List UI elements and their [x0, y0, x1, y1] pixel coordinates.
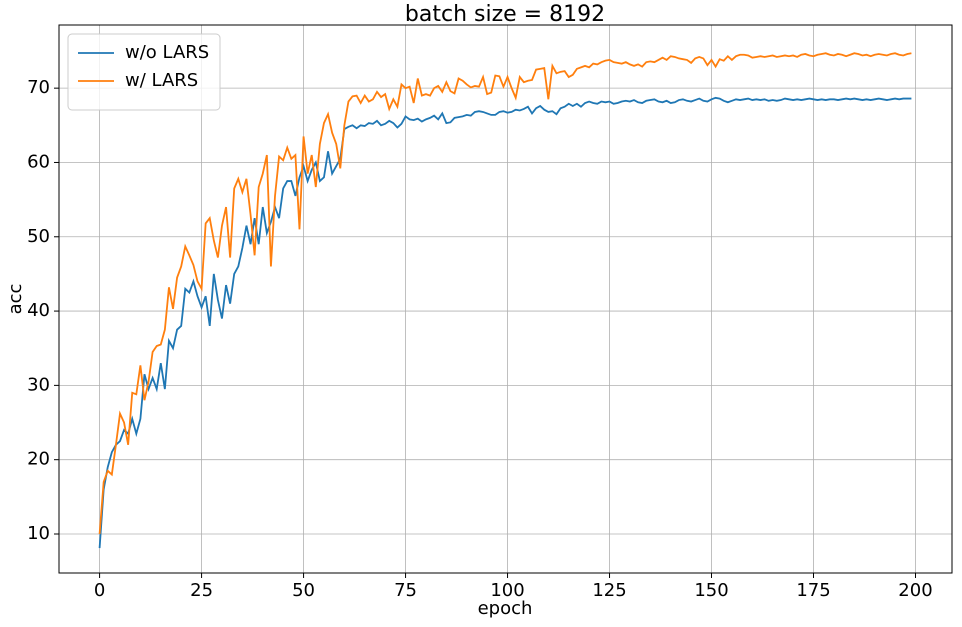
y-tick-label: 50: [27, 226, 50, 247]
y-tick-label: 40: [27, 300, 50, 321]
y-axis-label: acc: [5, 284, 26, 315]
y-tick-label: 70: [27, 77, 50, 98]
x-tick-label: 200: [898, 580, 932, 601]
plot-frame: [58, 24, 953, 574]
x-tick-label: 125: [592, 580, 626, 601]
x-tick-label: 75: [394, 580, 417, 601]
x-tick-label: 175: [796, 580, 830, 601]
series-line: [98, 96, 912, 549]
chart-title: batch size = 8192: [405, 2, 605, 27]
y-tick-label: 20: [27, 449, 50, 470]
x-tick-label: 50: [292, 580, 315, 601]
x-axis-label: epoch: [478, 598, 533, 619]
x-tick-label: 25: [190, 580, 213, 601]
series-line: [98, 52, 912, 535]
y-tick-label: 10: [27, 523, 50, 544]
y-tick-label: 30: [27, 374, 50, 395]
legend-label: w/ LARS: [125, 70, 198, 91]
legend-label: w/o LARS: [125, 42, 209, 63]
x-tick-label: 0: [94, 580, 105, 601]
x-tick-label: 100: [490, 580, 524, 601]
y-tick-label: 60: [27, 151, 50, 172]
x-tick-label: 150: [694, 580, 728, 601]
